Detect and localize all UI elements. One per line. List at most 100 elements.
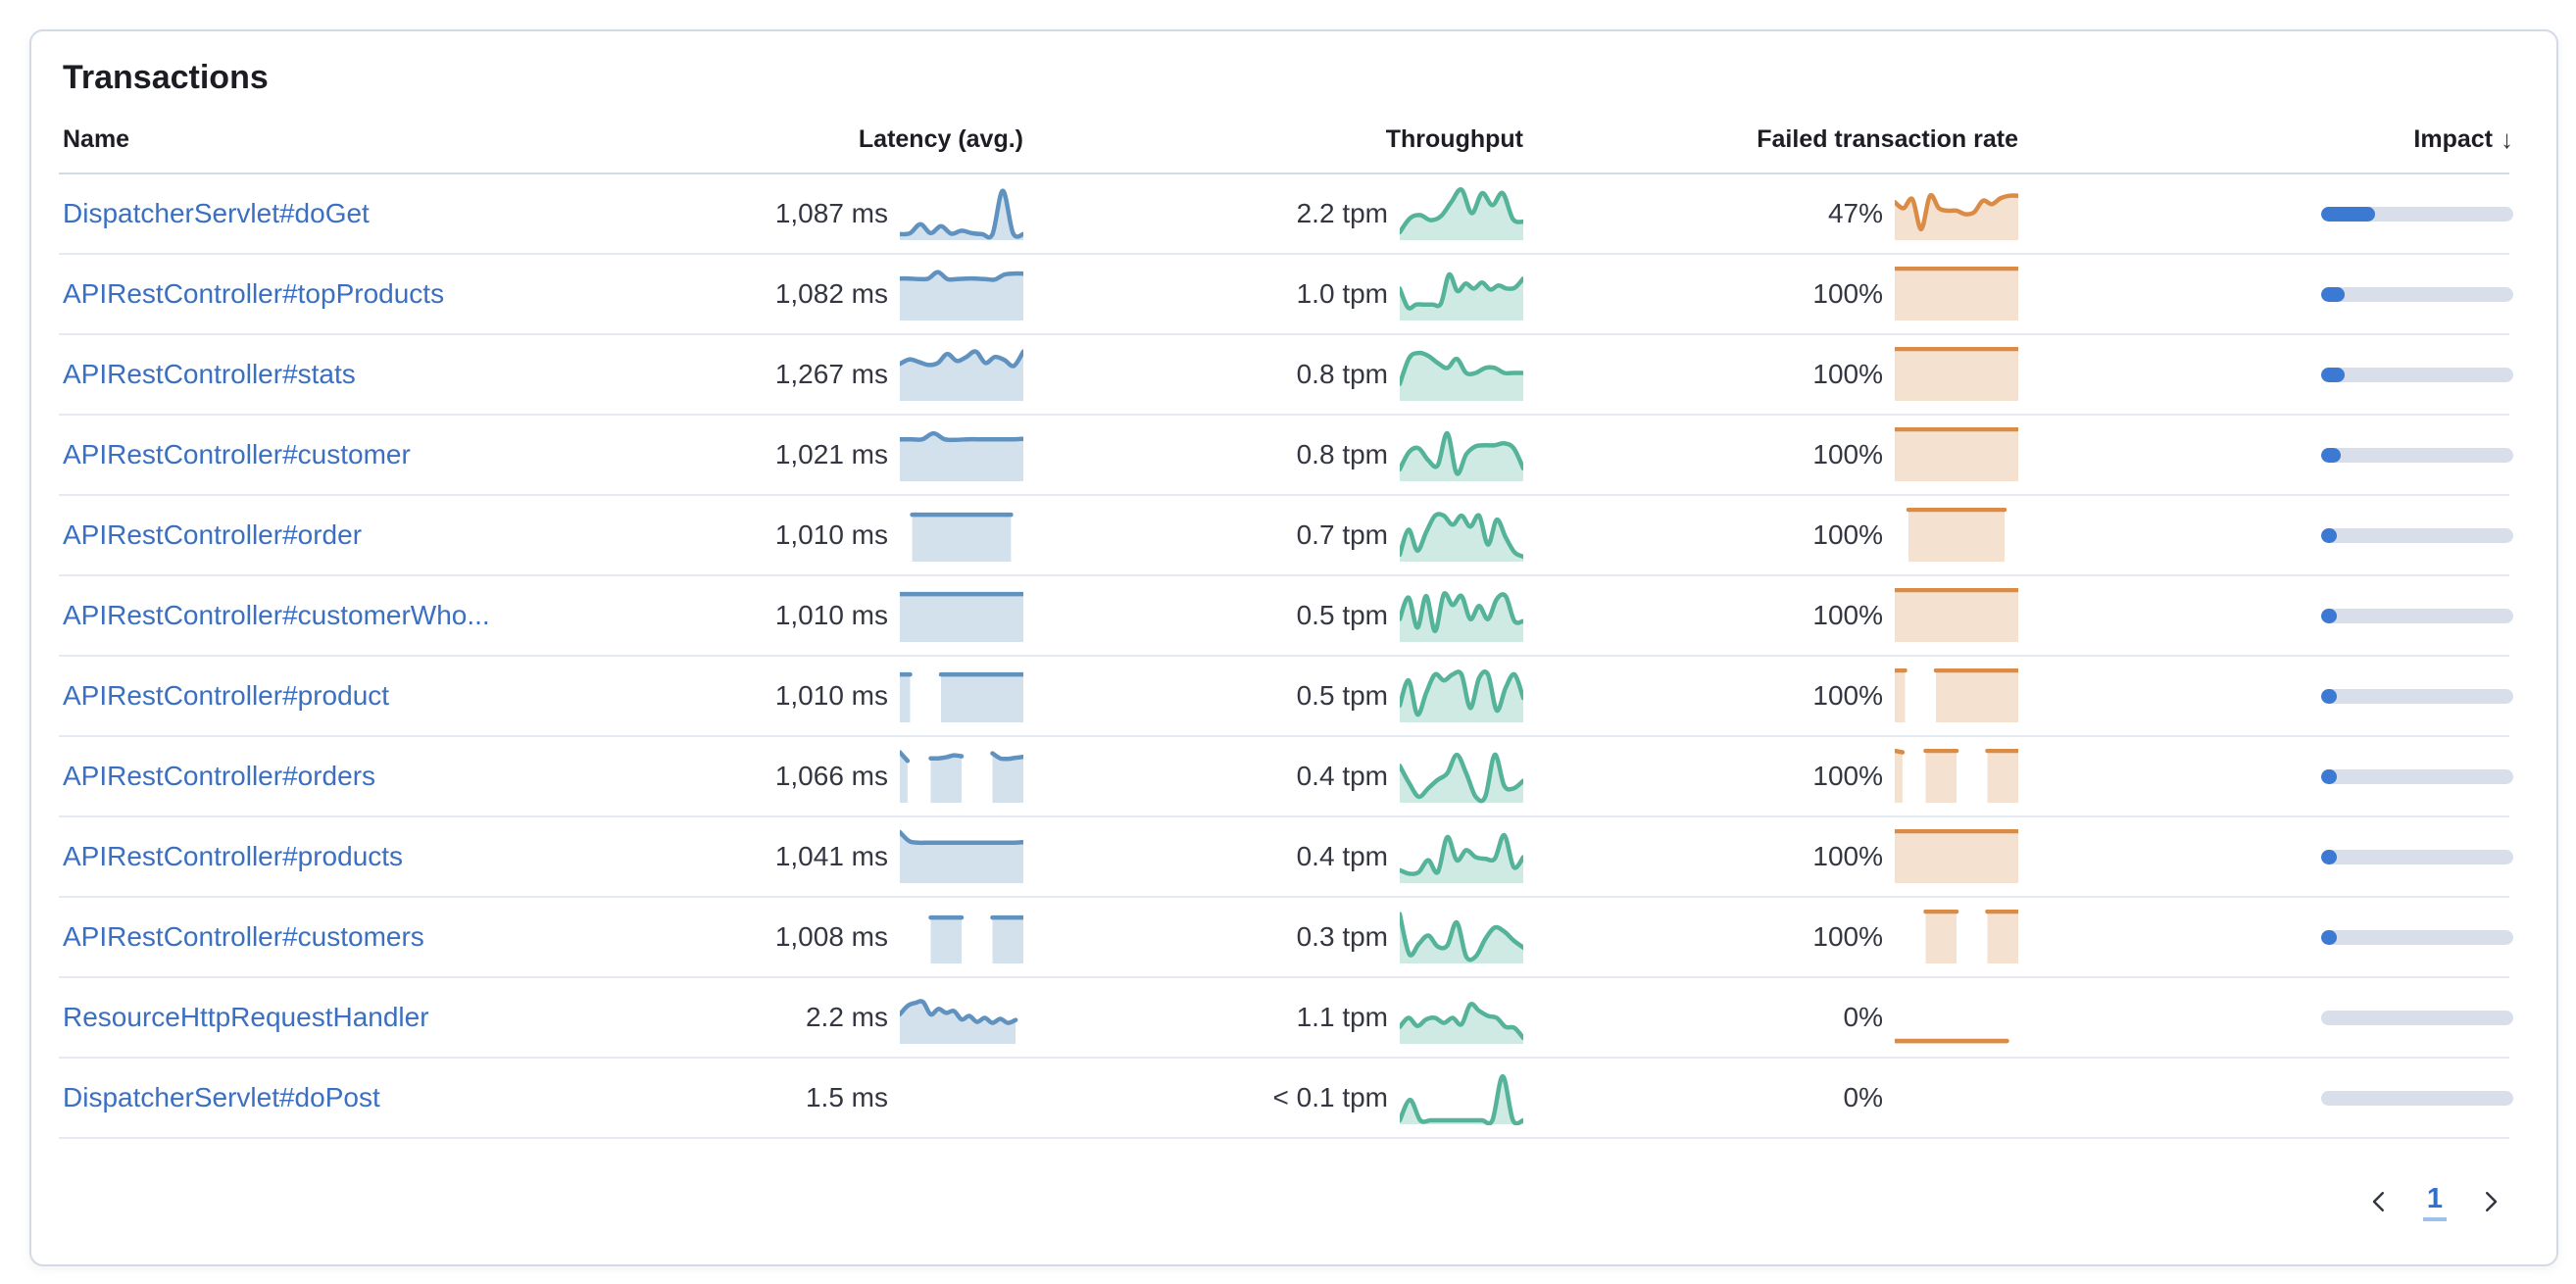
pagination: 1 [59,1139,2509,1264]
column-header-throughput[interactable]: Throughput [1023,125,1523,154]
throughput-value: 0.8 tpm [1296,439,1388,469]
latency-sparkline [900,591,1023,642]
impact-bar [2321,608,2513,623]
throughput-sparkline [1400,912,1523,963]
failed-rate-value: 100% [1812,921,1883,952]
sort-descending-icon: ↓ [2501,123,2513,154]
table-row: APIRestController#customers 1,008 ms 0.3… [59,898,2513,978]
impact-bar [2321,527,2513,543]
latency-sparkline [900,1070,1023,1125]
impact-bar-fill [2321,849,2337,864]
latency-value: 1,010 ms [774,519,888,550]
failed-rate-sparkline [1895,668,2018,722]
impact-bar [2321,1010,2513,1025]
throughput-sparkline [1400,1073,1523,1125]
impact-bar [2321,849,2513,864]
throughput-value: 0.5 tpm [1296,680,1388,711]
transaction-name-link[interactable]: APIRestController#customerWho... [63,600,490,630]
throughput-value: 0.4 tpm [1296,841,1388,871]
table-row: APIRestController#products 1,041 ms 0.4 … [59,817,2513,898]
transaction-name-link[interactable]: DispatcherServlet#doPost [63,1082,380,1112]
transaction-name-link[interactable]: APIRestController#stats [63,359,356,389]
throughput-sparkline [1400,430,1523,481]
failed-rate-sparkline [1923,910,2018,963]
next-page-button[interactable] [2472,1183,2509,1220]
failed-rate-value: 100% [1812,519,1883,550]
latency-sparkline [900,188,1023,240]
impact-bar-fill [2321,929,2337,945]
latency-value: 1,087 ms [774,198,888,228]
latency-value: 1,041 ms [774,841,888,871]
column-header-impact-label: Impact [2413,124,2493,153]
transaction-name-link[interactable]: DispatcherServlet#doGet [63,198,370,228]
previous-page-button[interactable] [2360,1183,2398,1220]
table-row: ResourceHttpRequestHandler 2.2 ms 1.1 tp… [59,978,2513,1059]
failed-rate-value: 100% [1812,680,1883,711]
transaction-name-link[interactable]: ResourceHttpRequestHandler [63,1002,429,1032]
table-body: DispatcherServlet#doGet 1,087 ms 2.2 tpm… [59,174,2513,1139]
throughput-sparkline [1400,1002,1523,1044]
page-number-current[interactable]: 1 [2422,1183,2447,1221]
transaction-name-link[interactable]: APIRestController#product [63,680,390,711]
latency-sparkline [928,914,1023,963]
column-header-latency[interactable]: Latency (avg.) [690,125,1023,154]
failed-rate-value: 100% [1812,600,1883,630]
failed-rate-sparkline [1895,1070,2018,1125]
failed-rate-sparkline [1895,347,2018,401]
failed-rate-value: 0% [1843,1082,1883,1112]
latency-value: 1,066 ms [774,761,888,791]
transaction-name-link[interactable]: APIRestController#customer [63,439,411,469]
table-row: APIRestController#stats 1,267 ms 0.8 tpm… [59,335,2513,416]
failed-rate-value: 100% [1812,841,1883,871]
transaction-name-link[interactable]: APIRestController#topProducts [63,278,445,309]
failed-rate-sparkline [1895,1038,2009,1044]
latency-sparkline [900,671,1023,722]
throughput-value: 0.7 tpm [1296,519,1388,550]
throughput-sparkline [1400,512,1523,562]
impact-bar-fill [2321,367,2345,382]
latency-value: 1,010 ms [774,600,888,630]
transaction-name-link[interactable]: APIRestController#products [63,841,404,871]
latency-sparkline [900,349,1023,401]
throughput-value: 0.8 tpm [1296,359,1388,389]
table-row: APIRestController#product 1,010 ms 0.5 t… [59,657,2513,737]
column-header-impact[interactable]: Impact ↓ [2018,124,2513,155]
impact-bar-fill [2321,608,2337,623]
throughput-sparkline [1400,752,1523,804]
column-header-name[interactable]: Name [63,124,130,153]
impact-bar [2321,447,2513,463]
impact-bar-fill [2321,286,2345,302]
latency-sparkline [900,999,1018,1044]
throughput-value: 1.1 tpm [1296,1002,1388,1032]
latency-sparkline [910,512,1014,562]
failed-rate-sparkline [1895,267,2018,321]
throughput-sparkline [1400,272,1523,321]
failed-rate-value: 100% [1812,761,1883,791]
transaction-name-link[interactable]: APIRestController#order [63,519,363,550]
throughput-sparkline [1400,187,1523,240]
latency-value: 2.2 ms [805,1002,888,1032]
transaction-name-link[interactable]: APIRestController#orders [63,761,376,791]
table-row: APIRestController#customerWho... 1,010 m… [59,576,2513,657]
throughput-sparkline [1400,832,1523,883]
column-header-throughput-label: Throughput [1385,124,1523,153]
throughput-sparkline [1400,591,1523,642]
failed-rate-sparkline [1895,829,2018,883]
transaction-name-link[interactable]: APIRestController#customers [63,921,424,952]
transactions-panel: Transactions Name Latency (avg.) Through… [29,29,2558,1266]
failed-rate-sparkline [1895,192,2018,240]
throughput-value: 0.5 tpm [1296,600,1388,630]
failed-rate-sparkline [1895,427,2018,481]
failed-rate-value: 0% [1843,1002,1883,1032]
impact-bar-fill [2321,206,2375,222]
throughput-sparkline [1400,350,1523,401]
page-title: Transactions [63,59,269,96]
impact-bar [2321,768,2513,784]
impact-bar [2321,929,2513,945]
impact-bar [2321,206,2513,222]
column-header-failed-rate[interactable]: Failed transaction rate [1523,125,2018,154]
table-row: APIRestController#order 1,010 ms 0.7 tpm… [59,496,2513,576]
latency-sparkline [900,750,1023,803]
latency-value: 1.5 ms [805,1082,888,1112]
column-header-latency-label: Latency (avg.) [858,124,1023,153]
